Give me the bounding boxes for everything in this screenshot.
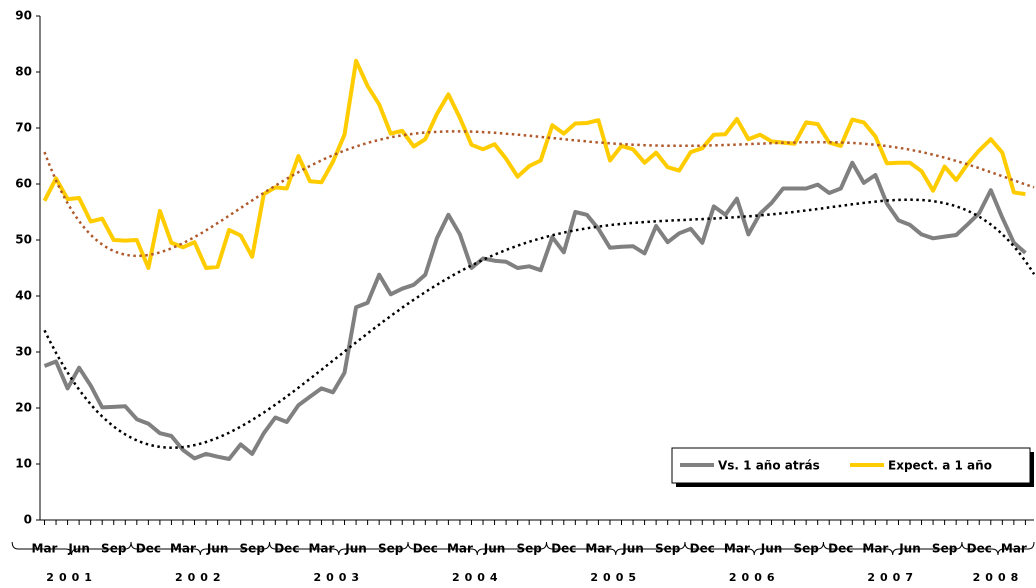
y-tick-label: 60 xyxy=(15,177,32,191)
year-brace xyxy=(822,541,963,556)
series-line xyxy=(43,160,1027,461)
year-label: 2006 xyxy=(729,571,780,584)
legend: Vs. 1 año atrás Expect. a 1 año xyxy=(671,447,1034,487)
y-tick-label: 80 xyxy=(15,65,32,79)
year-brace xyxy=(407,541,547,556)
year-brace xyxy=(11,541,132,556)
y-tick-label: 20 xyxy=(15,401,32,415)
year-brace xyxy=(269,541,409,556)
year-brace xyxy=(684,541,824,556)
y-tick-label: 40 xyxy=(15,289,32,303)
y-tick-label: 50 xyxy=(15,233,32,247)
trend-line xyxy=(43,130,1035,258)
year-brace xyxy=(545,541,686,556)
y-tick-label: 30 xyxy=(15,345,32,359)
year-brace xyxy=(130,541,271,556)
y-tick-label: 0 xyxy=(24,513,32,527)
series-line xyxy=(42,58,1026,270)
y-tick-label: 90 xyxy=(15,9,32,23)
y-tick-label: 70 xyxy=(15,121,32,135)
trend-line xyxy=(43,198,1036,449)
y-tick-label: 10 xyxy=(15,457,32,471)
year-label: 2002 xyxy=(175,571,226,584)
year-label: 2005 xyxy=(590,571,641,584)
year-label: 2008 xyxy=(973,571,1024,584)
legend-label: Vs. 1 año atrás xyxy=(718,459,820,473)
legend-label: Expect. a 1 año xyxy=(888,459,992,473)
year-brace xyxy=(961,541,1035,556)
year-label: 2004 xyxy=(452,571,503,584)
year-label: 2003 xyxy=(313,571,364,584)
year-label: 2001 xyxy=(46,571,97,584)
year-label: 2007 xyxy=(867,571,918,584)
